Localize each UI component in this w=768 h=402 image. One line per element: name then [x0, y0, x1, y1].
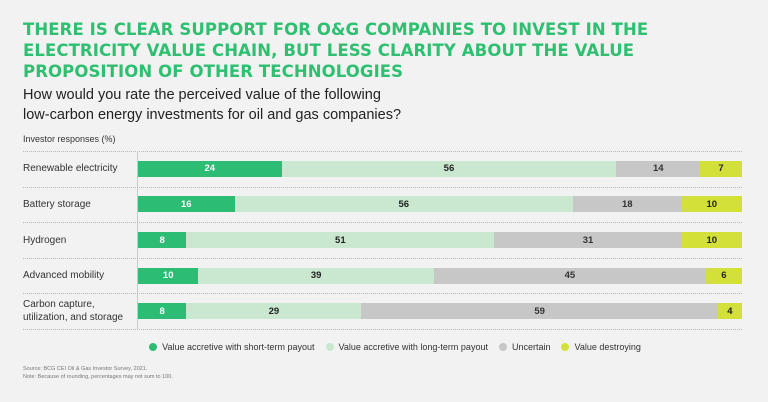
data-label: 45	[564, 270, 576, 282]
source-note: Source: BCG CEI Oil & Gas Investor Surve…	[23, 366, 148, 372]
title-line: THERE IS CLEAR SUPPORT FOR O&G COMPANIES…	[23, 20, 649, 39]
data-label: 4	[727, 305, 733, 317]
bar-segment: 10	[681, 232, 742, 248]
bar-segment: 7	[700, 160, 742, 177]
data-label: 56	[398, 198, 410, 210]
data-label: 10	[706, 198, 718, 210]
data-label: 31	[582, 234, 594, 246]
bar-segment: 51	[186, 232, 495, 248]
bar-segment: 10	[681, 196, 742, 213]
bar-segment: 14	[616, 160, 701, 177]
title-line: ELECTRICITY VALUE CHAIN, BUT LESS CLARIT…	[23, 41, 635, 60]
row-separator	[23, 186, 742, 188]
row-separator	[23, 257, 742, 259]
unit-label: Investor responses (%)	[23, 134, 116, 144]
bar-segment: 6	[705, 267, 742, 284]
legend-swatch-value-destroying	[561, 343, 570, 351]
data-label: 8	[159, 305, 165, 317]
legend-item: Value destroying	[561, 342, 641, 352]
bar-segment: 10	[138, 267, 199, 284]
data-label: 59	[534, 305, 545, 317]
data-label: 10	[706, 234, 718, 246]
bar-segment: 39	[198, 267, 434, 284]
data-label: 16	[181, 198, 192, 210]
legend-swatch-uncertain	[498, 343, 507, 351]
bar-segment: 24	[138, 160, 282, 177]
bar-segment: 59	[361, 303, 718, 320]
legend-label: Value accretive with long-term payout	[338, 342, 488, 352]
category-label: Hydrogen	[23, 234, 67, 246]
data-label: 6	[721, 270, 727, 282]
row-separator	[23, 151, 742, 152]
legend-item: Uncertain	[498, 342, 551, 352]
bar-segment: 8	[138, 232, 187, 248]
data-label: 8	[159, 234, 165, 246]
category-label: Advanced mobility	[23, 270, 105, 282]
axis-line	[137, 151, 138, 329]
data-label: 29	[268, 305, 280, 317]
bar-segment: 56	[281, 160, 617, 177]
data-label: 14	[652, 163, 664, 175]
data-label: 51	[335, 234, 346, 246]
legend-label: Value destroying	[574, 342, 641, 352]
title-line: PROPOSITION OF OTHER TECHNOLOGIES	[23, 62, 404, 81]
chart-title: THERE IS CLEAR SUPPORT FOR O&G COMPANIES…	[23, 19, 703, 82]
row-separator	[23, 293, 742, 295]
bar-segment: 4	[717, 303, 742, 320]
subtitle-line: low-carbon energy investments for oil an…	[23, 107, 402, 123]
bar-segment: 29	[186, 303, 362, 320]
bar-segment: 56	[234, 196, 573, 213]
bar-segment: 18	[572, 196, 682, 213]
bar-segment: 45	[433, 267, 706, 284]
legend-swatch-short-term	[149, 343, 158, 351]
data-label: 7	[718, 163, 724, 175]
legend-label: Value accretive with short-term payout	[162, 342, 315, 352]
category-label: Renewable electricity	[23, 163, 118, 175]
category-label: Battery storage	[23, 198, 91, 210]
data-label: 39	[310, 270, 322, 282]
row-separator	[23, 222, 742, 224]
legend: Value accretive with short-term payout V…	[0, 342, 768, 352]
legend-item: Value accretive with long-term payout	[325, 342, 488, 352]
bar-segment: 16	[138, 196, 235, 213]
data-label: 24	[204, 163, 216, 175]
bar-segment: 31	[494, 232, 682, 248]
data-label: 10	[162, 270, 174, 282]
category-label: Carbon capture, utilization, and storage	[23, 299, 124, 324]
legend-item: Value accretive with short-term payout	[149, 342, 315, 352]
rounding-note: Note: Because of rounding, percentages m…	[23, 374, 173, 380]
legend-label: Uncertain	[511, 342, 551, 352]
bar-segment: 8	[138, 303, 187, 320]
row-separator	[23, 329, 742, 330]
data-label: 56	[443, 163, 455, 175]
data-label: 18	[621, 198, 633, 210]
legend-swatch-long-term	[325, 343, 334, 351]
chart-subtitle: How would you rate the perceived value o…	[23, 85, 623, 125]
subtitle-line: How would you rate the perceived value o…	[23, 87, 381, 103]
